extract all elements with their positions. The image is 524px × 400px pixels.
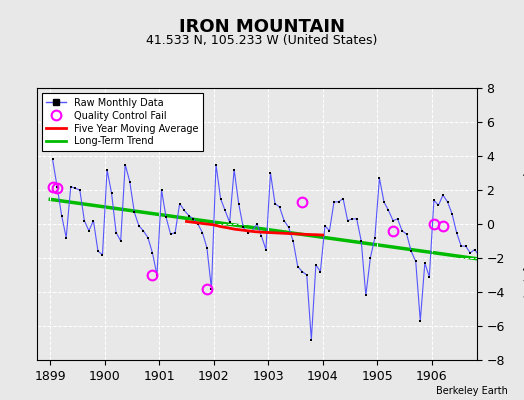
Text: Berkeley Earth: Berkeley Earth [436, 386, 508, 396]
Y-axis label: Temperature Anomaly (°C): Temperature Anomaly (°C) [522, 150, 524, 298]
Text: 41.533 N, 105.233 W (United States): 41.533 N, 105.233 W (United States) [146, 34, 378, 47]
Legend: Raw Monthly Data, Quality Control Fail, Five Year Moving Average, Long-Term Tren: Raw Monthly Data, Quality Control Fail, … [41, 93, 203, 151]
Text: IRON MOUNTAIN: IRON MOUNTAIN [179, 18, 345, 36]
